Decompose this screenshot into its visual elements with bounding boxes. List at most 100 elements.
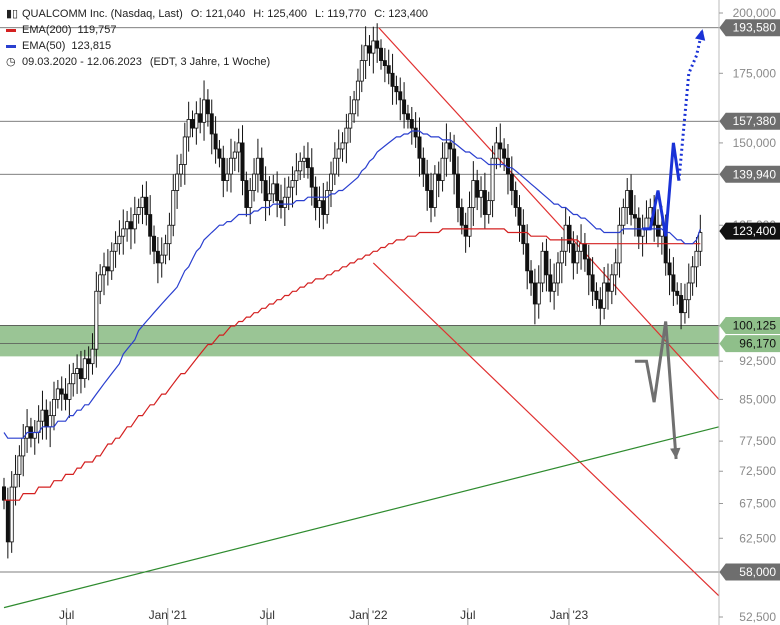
candle-body-151: [582, 243, 587, 260]
candle-body-74: [286, 186, 291, 198]
candle-body-142: [548, 274, 553, 292]
candle-body-62: [240, 142, 245, 181]
date-range: 09.03.2020 - 12.06.2023: [22, 56, 142, 68]
candle-body-84: [325, 190, 330, 215]
candle-body-54: [209, 113, 214, 135]
ema50-label: EMA(50): [22, 40, 66, 52]
level-tag-1-label: 157,380: [733, 114, 777, 128]
ema200-line: [4, 228, 701, 501]
candle-body-55: [213, 133, 218, 150]
candle-body-90: [348, 113, 353, 129]
candle-body-43: [167, 224, 172, 245]
candle-body-88: [340, 142, 345, 150]
candle-body-37: [144, 196, 149, 215]
candle-body-146: [563, 224, 568, 252]
y-tick-label-9: 67,500: [739, 497, 776, 511]
candle-body-23: [90, 348, 95, 365]
price-tags-layer: 193,580 157,380 139,940 100,125 96,170 58,000…: [719, 19, 780, 581]
candle-body-68: [263, 180, 268, 202]
candle-body-93: [359, 60, 364, 82]
axis-layer: 200,000175,000150,000125,000100,00092,50…: [59, 0, 776, 625]
support-zone: [0, 325, 719, 357]
candle-body-108: [417, 136, 422, 159]
candle-body-150: [579, 243, 584, 252]
x-tick-label-5: Jan '23: [550, 608, 589, 622]
candle-body-132: [509, 173, 514, 191]
level-tag-4-bg: [719, 335, 780, 353]
y-tick-label-6: 85,000: [739, 392, 776, 406]
candle-body-117: [452, 148, 457, 175]
candle-body-4: [17, 455, 22, 475]
candlestick-icon: ▮▯: [6, 8, 19, 20]
level-tag-1-bg: [719, 112, 780, 130]
legend-ema200-row: EMA(200) 119,757: [6, 22, 428, 38]
candle-body-35: [136, 207, 141, 215]
candle-body-165: [636, 217, 641, 237]
level-tag-5-label: 58,000: [739, 565, 776, 579]
candle-body-97: [375, 40, 380, 49]
candles-layer: [2, 23, 703, 559]
candle-body-48: [186, 119, 191, 138]
bull-arrow-head: [695, 29, 706, 41]
candle-body-180: [694, 250, 699, 268]
candle-body-41: [159, 254, 164, 264]
candle-body-92: [355, 80, 360, 101]
clock-icon: ◷: [6, 56, 16, 68]
candle-body-104: [402, 99, 407, 115]
candle-body-89: [344, 127, 349, 144]
candle-body-64: [248, 190, 253, 208]
ema200-label: EMA(200): [22, 24, 72, 36]
candle-body-179: [690, 266, 695, 284]
candle-body-56: [217, 148, 222, 159]
candle-body-28: [109, 250, 114, 272]
candle-body-16: [63, 393, 68, 400]
candle-body-94: [363, 45, 368, 61]
level-tag-2-bg: [719, 165, 780, 183]
candle-body-91: [352, 99, 357, 115]
support-zone-layer: [0, 325, 719, 357]
candle-body-66: [255, 157, 260, 175]
ema50-line: [3, 130, 701, 439]
candle-body-126: [486, 200, 491, 215]
candle-body-0: [2, 486, 7, 501]
candle-body-34: [132, 214, 137, 230]
candle-body-15: [59, 388, 64, 395]
legend-range-row: ◷ 09.03.2020 - 12.06.2023 (EDT, 3 Jahre,…: [6, 54, 428, 70]
candle-body-134: [517, 207, 522, 226]
candle-body-121: [467, 207, 472, 237]
candle-body-60: [232, 151, 237, 159]
candle-body-136: [525, 243, 530, 272]
candle-body-143: [552, 282, 557, 292]
candle-body-144: [555, 262, 560, 284]
y-tick-label-1: 175,000: [733, 66, 777, 80]
candle-body-33: [128, 221, 133, 230]
candle-body-111: [429, 190, 434, 208]
candle-body-77: [298, 160, 303, 172]
y-tick-label-5: 92,500: [739, 354, 776, 368]
candle-body-96: [371, 40, 376, 54]
x-tick-label-0: Jul: [59, 608, 74, 622]
open-value: O: 121,040: [190, 8, 246, 20]
candle-body-38: [148, 214, 153, 237]
last-price-tag-bg: [719, 222, 780, 240]
candle-body-181: [698, 232, 703, 252]
candle-body-20: [78, 368, 83, 380]
y-tick-label-10: 62,500: [739, 531, 776, 545]
candle-body-127: [490, 157, 495, 202]
candle-body-158: [609, 274, 614, 292]
candle-body-86: [332, 157, 337, 175]
bull-scenario-dotted-path: [677, 28, 704, 181]
candle-body-106: [409, 119, 414, 129]
y-tick-label-2: 150,000: [733, 136, 777, 150]
candle-body-22: [86, 358, 91, 365]
candle-body-173: [667, 262, 672, 276]
candle-body-110: [425, 173, 430, 191]
candle-body-8: [32, 432, 37, 439]
candle-body-155: [598, 299, 603, 309]
candle-body-53: [205, 99, 210, 115]
candle-body-25: [98, 274, 103, 292]
candle-body-177: [682, 299, 687, 314]
candle-body-123: [475, 180, 480, 198]
ema200-value: 119,757: [77, 24, 117, 36]
candle-body-80: [309, 167, 314, 188]
